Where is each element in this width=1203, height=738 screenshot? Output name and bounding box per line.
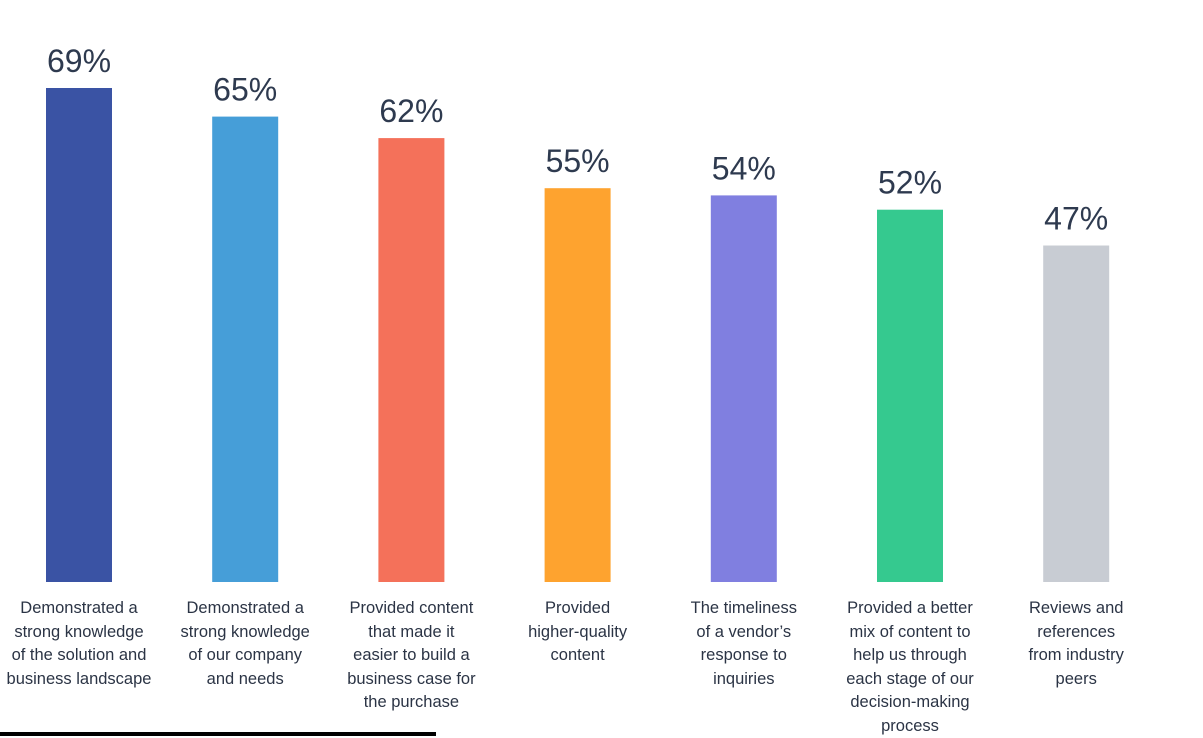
category-label-line: content (493, 644, 663, 668)
footer-rule (0, 732, 436, 736)
category-label-line: help us through (825, 644, 995, 668)
category-label-line: each stage of our (825, 668, 995, 692)
category-label-line: strong knowledge (160, 621, 330, 645)
category-label-line: of the solution and (0, 644, 164, 668)
category-label-line: Provided content (326, 597, 496, 621)
bar-2 (212, 117, 278, 582)
category-label-line: The timeliness (659, 597, 829, 621)
category-label-line: response to (659, 644, 829, 668)
category-label-line: mix of content to (825, 621, 995, 645)
category-label-line: of a vendor’s (659, 621, 829, 645)
category-label-line: the purchase (326, 691, 496, 715)
bar-6 (877, 210, 943, 582)
category-label-line: of our company (160, 644, 330, 668)
category-label-line: Provided a better (825, 597, 995, 621)
bar-3 (378, 138, 444, 582)
bar-7 (1043, 246, 1109, 583)
data-label-1: 69% (47, 43, 111, 79)
data-label-3: 62% (379, 93, 443, 129)
data-label-7: 47% (1044, 201, 1108, 237)
category-label-line: Reviews and (991, 597, 1161, 621)
category-label-line: process (825, 715, 995, 738)
category-label-line: and needs (160, 668, 330, 692)
category-label-line: business landscape (0, 668, 164, 692)
data-label-5: 54% (712, 150, 776, 186)
data-label-6: 52% (878, 165, 942, 201)
category-label-line: Provided (493, 597, 663, 621)
category-label-line: decision-making (825, 691, 995, 715)
data-label-2: 65% (213, 72, 277, 108)
category-label-line: inquiries (659, 668, 829, 692)
category-label-line: from industry (991, 644, 1161, 668)
bar-1 (46, 88, 112, 582)
category-label-line: higher-quality (493, 621, 663, 645)
category-label-line: Demonstrated a (0, 597, 164, 621)
category-label-line: that made it (326, 621, 496, 645)
bar-4 (545, 188, 611, 582)
category-label-line: strong knowledge (0, 621, 164, 645)
category-label-line: business case for (326, 668, 496, 692)
data-label-4: 55% (546, 143, 610, 179)
category-label-line: references (991, 621, 1161, 645)
category-label-line: easier to build a (326, 644, 496, 668)
category-label-line: peers (991, 668, 1161, 692)
category-label-line: Demonstrated a (160, 597, 330, 621)
bar-5 (711, 195, 777, 582)
